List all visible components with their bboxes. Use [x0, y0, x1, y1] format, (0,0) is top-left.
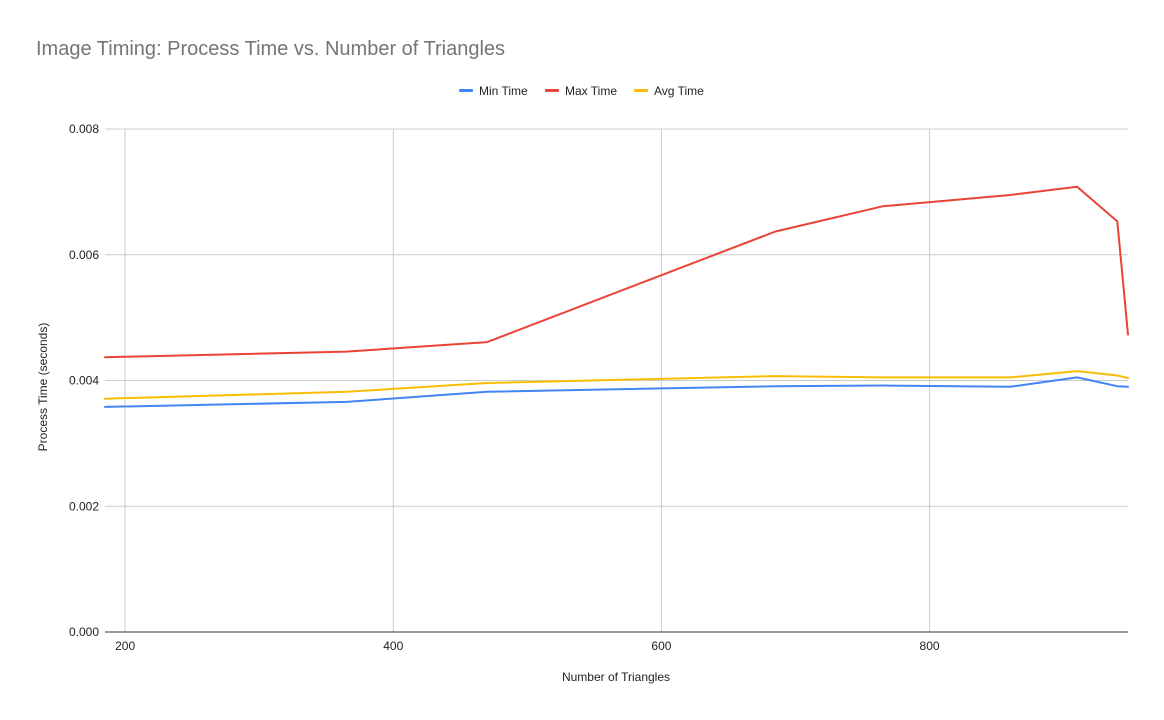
legend-swatch-max-time: [545, 89, 559, 92]
y-axis-title: Process Time (seconds): [36, 323, 50, 452]
legend-swatch-avg-time: [634, 89, 648, 92]
x-tick-label: 800: [920, 639, 940, 653]
gridlines: [105, 128, 1128, 633]
series-line-min-time: [104, 376, 1129, 408]
y-tick-label: 0.000: [69, 625, 99, 639]
x-axis-title: Number of Triangles: [562, 670, 670, 684]
y-tick-label: 0.004: [69, 374, 99, 388]
legend: Min Time Max Time Avg Time: [459, 84, 704, 98]
legend-label-avg-time: Avg Time: [654, 84, 704, 98]
x-tick-label: 400: [383, 639, 403, 653]
y-tick-label: 0.008: [69, 122, 99, 136]
x-tick-label: 600: [651, 639, 671, 653]
y-axis-ticks: 0.000 0.002 0.004 0.006 0.008: [69, 122, 99, 639]
legend-label-min-time: Min Time: [479, 84, 528, 98]
x-axis-ticks: 200 400 600 800: [115, 639, 940, 653]
x-tick-label: 200: [115, 639, 135, 653]
series-line-max-time: [104, 185, 1129, 359]
series-line-avg-time: [104, 370, 1129, 400]
legend-label-max-time: Max Time: [565, 84, 617, 98]
legend-swatch-min-time: [459, 89, 473, 92]
y-tick-label: 0.002: [69, 499, 99, 513]
plot-area: [104, 185, 1129, 408]
chart-title: Image Timing: Process Time vs. Number of…: [36, 38, 505, 60]
y-tick-label: 0.006: [69, 248, 99, 262]
